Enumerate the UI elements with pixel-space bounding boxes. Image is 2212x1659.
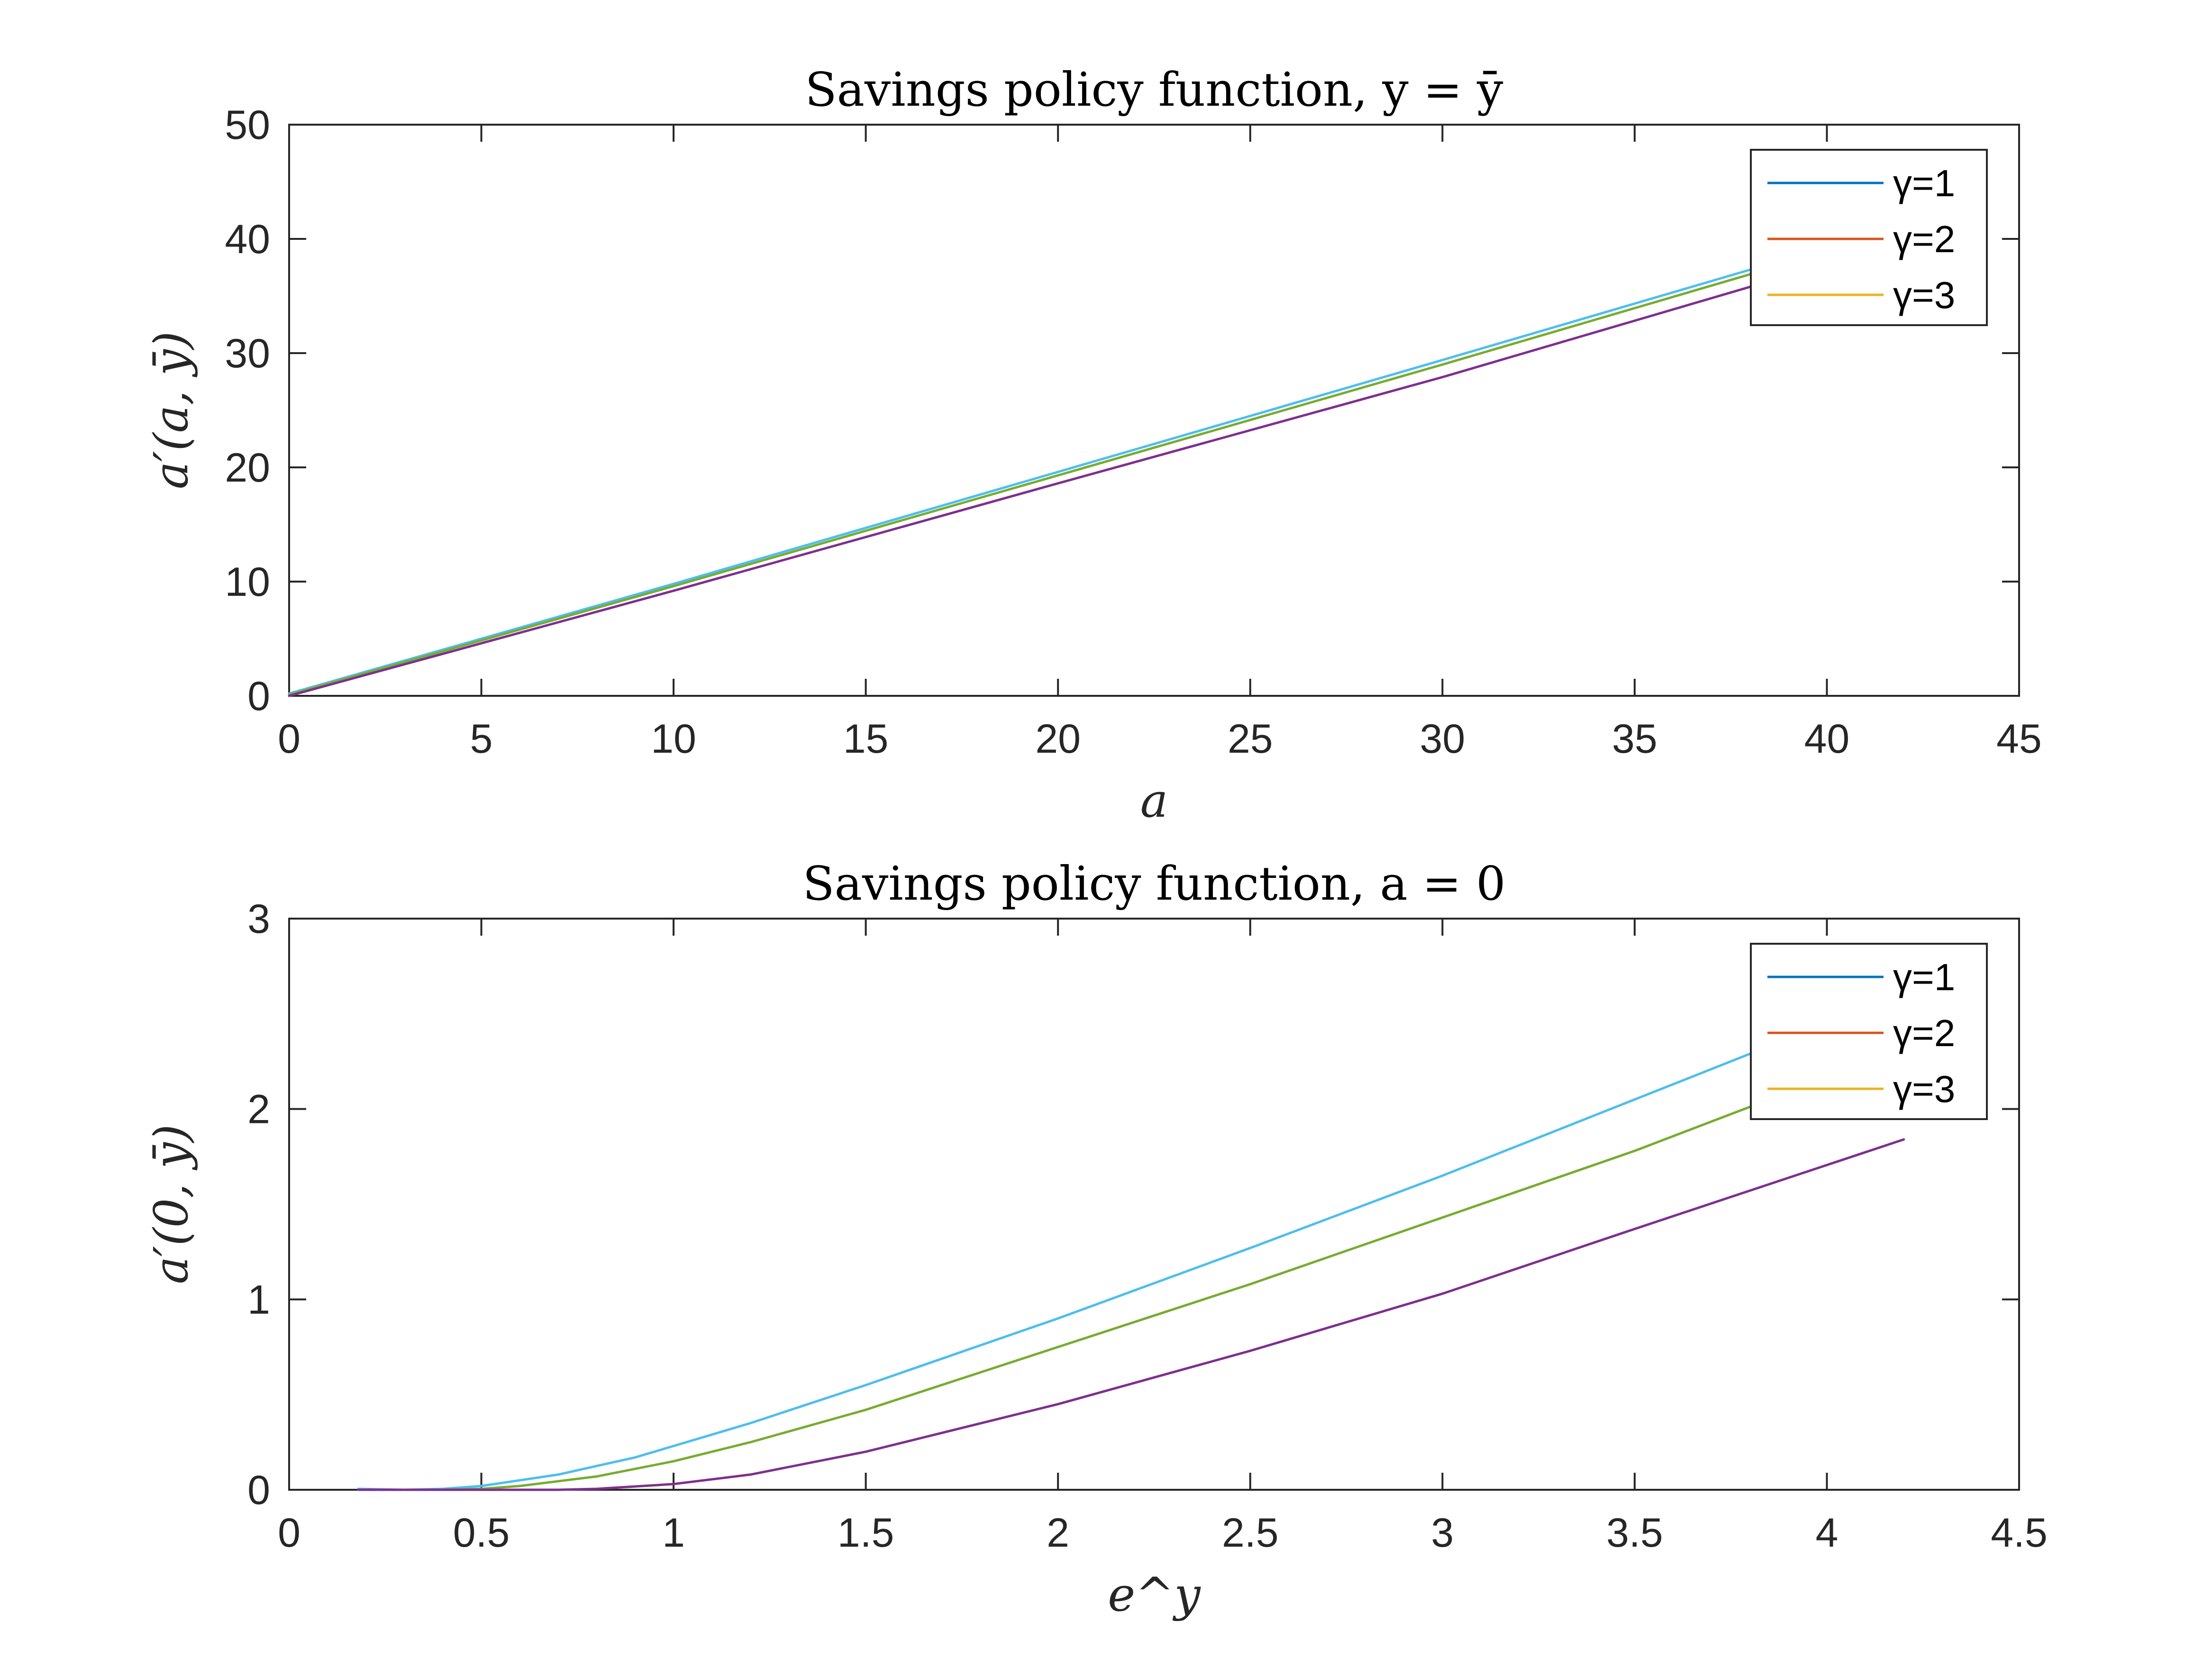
x-tick-label: 35 (1612, 716, 1657, 762)
x-tick-label: 5 (470, 716, 493, 762)
series-line-1 (357, 1045, 1771, 1491)
x-axis-label: e^y (1108, 1568, 1201, 1622)
x-tick-label: 0.5 (453, 1510, 510, 1556)
chart-title: Savings policy function, a = 0 (802, 857, 1505, 911)
legend-entry-label: γ=1 (1893, 162, 1955, 204)
y-axis-label: a′(0, ȳ) (145, 1124, 199, 1284)
y-tick-label: 2 (247, 1087, 270, 1132)
axes-box (288, 918, 2020, 1491)
y-tick-label: 40 (225, 217, 270, 262)
top-chart: 0 5 10 15 20 25 30 35 40 45 0 10 20 30 40 50 Savings pol… (145, 63, 2042, 828)
x-tick-label: 40 (1804, 716, 1850, 762)
y-tick-label: 20 (225, 445, 270, 491)
legend: γ=1 γ=2 γ=3 (1750, 943, 1988, 1120)
x-axis-label: a (1140, 774, 1168, 828)
legend-entry-label: γ=3 (1893, 274, 1955, 316)
y-tick-label: 0 (247, 674, 270, 719)
y-tick-label: 30 (225, 331, 270, 376)
legend-entry-label: γ=2 (1893, 1012, 1955, 1054)
bottom-chart: 0 0.5 1 1.5 2 2.5 3 3.5 4 4.5 0 1 2 3 Savings policy f… (145, 857, 2048, 1622)
series-line-2 (288, 273, 1751, 696)
x-tick-label: 0 (278, 1510, 300, 1556)
y-tick-label: 1 (247, 1277, 270, 1322)
y-tick-label: 10 (225, 559, 270, 605)
legend-entry-label: γ=3 (1893, 1068, 1955, 1110)
series-line-1 (288, 268, 1751, 695)
legend: γ=1 γ=2 γ=3 (1750, 149, 1988, 326)
x-tick-label: 1.5 (837, 1510, 894, 1556)
series-line-2 (357, 1098, 1771, 1491)
x-tick-label: 4.5 (1991, 1510, 2048, 1556)
x-tick-label: 45 (1996, 716, 2042, 762)
series-line-3 (288, 285, 1751, 697)
y-axis-label: a′(a, ȳ) (145, 331, 199, 489)
x-tick-label: 3 (1431, 1510, 1454, 1556)
x-tick-label: 3.5 (1606, 1510, 1663, 1556)
x-tick-label: 25 (1228, 716, 1273, 762)
legend-entry-label: γ=2 (1893, 218, 1955, 260)
y-tick-label: 50 (225, 102, 270, 148)
y-tick-label: 3 (247, 896, 270, 942)
legend-entry-label: γ=1 (1893, 956, 1955, 998)
x-tick-label: 10 (651, 716, 696, 762)
x-tick-label: 1 (662, 1510, 685, 1556)
x-tick-label: 20 (1035, 716, 1081, 762)
x-tick-label: 4 (1816, 1510, 1839, 1556)
x-tick-label: 0 (278, 716, 300, 762)
series-line-3 (357, 1138, 1905, 1491)
axes-box (288, 124, 2020, 697)
x-tick-label: 2 (1047, 1510, 1069, 1556)
x-tick-label: 15 (843, 716, 889, 762)
x-tick-label: 2.5 (1222, 1510, 1279, 1556)
chart-title: Savings policy function, y = ȳ (805, 63, 1503, 117)
y-tick-label: 0 (247, 1468, 270, 1513)
x-tick-label: 30 (1420, 716, 1465, 762)
